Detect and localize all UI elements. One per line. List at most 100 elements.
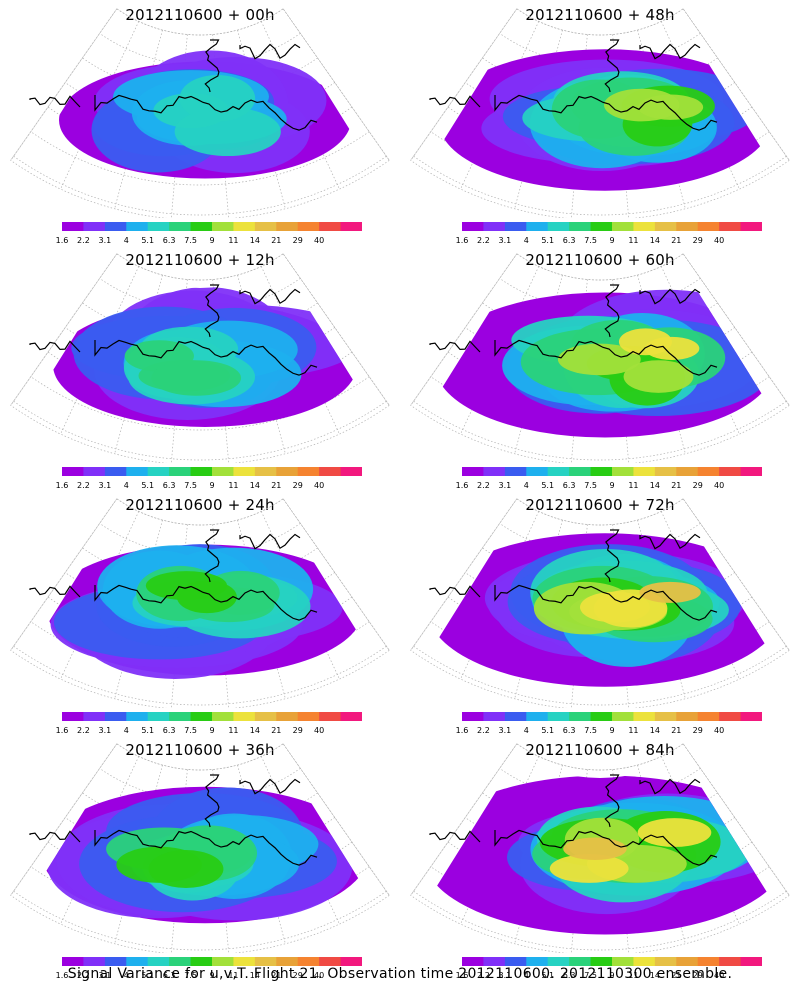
colorbar-swatch <box>590 712 613 721</box>
colorbar-tick-label: 9 <box>209 481 215 490</box>
colorbar-tick-label: 40 <box>714 971 725 980</box>
colorbar-tick-label: 21 <box>271 971 282 980</box>
colorbar-tick-label: 21 <box>671 481 682 490</box>
colorbar-tick-label: 6.3 <box>162 971 176 980</box>
colorbar-swatch <box>590 467 613 476</box>
colorbar-swatch <box>547 467 570 476</box>
colorbar-tick-label: 1.6 <box>55 236 69 245</box>
colorbar-swatch <box>676 222 699 231</box>
colorbar-tick-label: 9 <box>209 971 215 980</box>
colorbar-swatch <box>740 957 762 966</box>
map-panel: 2012110600 + 60h 1.6 2.2 3.1 4 5.1 6.3 7.5 9 11 14… <box>400 245 800 490</box>
polar-map <box>10 253 390 463</box>
polar-map <box>410 253 790 463</box>
colorbar-swatch <box>740 222 762 231</box>
colorbar-tick-label: 2.2 <box>477 236 490 245</box>
polar-map <box>410 8 790 218</box>
panel-title: 2012110600 + 60h <box>525 251 675 269</box>
colorbar-tick-label: 11 <box>228 971 239 980</box>
variance-field <box>59 50 351 179</box>
coastlines <box>429 39 718 131</box>
colorbar-tick-label: 11 <box>628 236 639 245</box>
colorbar-tick-label: 11 <box>228 726 239 735</box>
colorbar-tick-label: 29 <box>692 726 703 735</box>
colorbar-swatch <box>190 712 213 721</box>
map-panel: 2012110600 + 36h 1.6 2.2 3.1 4 5.1 6.3 7.5 9 11 14… <box>0 735 400 980</box>
colorbar-swatch <box>276 222 299 231</box>
colorbar-tick-label: 5.1 <box>141 971 155 980</box>
colorbar <box>462 712 762 721</box>
colorbar-swatch <box>104 467 127 476</box>
colorbar-swatch <box>254 712 277 721</box>
colorbar-swatch <box>212 222 234 231</box>
colorbar-swatch <box>169 222 192 231</box>
colorbar-tick-label: 1.6 <box>55 726 69 735</box>
colorbar-swatch <box>319 957 342 966</box>
colorbar-swatch <box>612 957 634 966</box>
colorbar-tick-label: 21 <box>271 236 282 245</box>
colorbar-swatch <box>190 222 213 231</box>
colorbar-swatch <box>254 467 277 476</box>
colorbar-tick-label: 21 <box>271 481 282 490</box>
colorbar-swatch <box>340 957 362 966</box>
coastlines <box>429 529 718 621</box>
colorbar-tick-label: 21 <box>671 726 682 735</box>
variance-field <box>42 786 368 924</box>
polar-map <box>10 8 390 218</box>
colorbar-swatch <box>147 712 170 721</box>
colorbar-swatch <box>190 467 213 476</box>
colorbar-tick-label: 5.1 <box>141 236 155 245</box>
colorbar-tick-label: 9 <box>609 726 615 735</box>
colorbar-swatch <box>483 957 506 966</box>
colorbar-tick-label: 2.2 <box>77 726 90 735</box>
colorbar-swatch <box>697 712 720 721</box>
colorbar-tick-label: 3.1 <box>498 481 512 490</box>
colorbar-swatch <box>104 712 127 721</box>
colorbar-swatch <box>590 222 613 231</box>
variance-field <box>435 289 770 438</box>
colorbar-swatch <box>233 467 256 476</box>
variance-field <box>430 775 770 935</box>
colorbar-swatch <box>633 712 656 721</box>
colorbar-swatch <box>297 712 320 721</box>
colorbar-tick-label: 40 <box>714 481 725 490</box>
colorbar-tick-label: 29 <box>292 726 303 735</box>
colorbar-swatch <box>276 957 299 966</box>
colorbar-swatch <box>654 712 677 721</box>
colorbar-tick-label: 40 <box>314 726 325 735</box>
coastlines <box>29 284 318 376</box>
polar-map <box>10 498 390 708</box>
colorbar <box>62 467 362 476</box>
polar-map <box>410 743 790 953</box>
colorbar-swatch <box>254 957 277 966</box>
colorbar-tick-label: 21 <box>671 236 682 245</box>
panel-title: 2012110600 + 24h <box>125 496 275 514</box>
colorbar-swatch <box>654 467 677 476</box>
map-panel: 2012110600 + 84h 1.6 2.2 3.1 4 5.1 6.3 7.5 9 11 14… <box>400 735 800 980</box>
colorbar-swatch <box>104 957 127 966</box>
colorbar-swatch <box>483 467 506 476</box>
colorbar-swatch <box>697 222 720 231</box>
colorbar-swatch <box>654 222 677 231</box>
colorbar-swatch <box>62 222 84 231</box>
colorbar-swatch <box>547 222 570 231</box>
colorbar-swatch <box>719 712 742 721</box>
colorbar-swatch <box>676 712 699 721</box>
colorbar-tick-label: 7.5 <box>184 236 197 245</box>
panel-title: 2012110600 + 48h <box>525 6 675 24</box>
colorbar-tick-label: 29 <box>692 236 703 245</box>
panel-title: 2012110600 + 12h <box>125 251 275 269</box>
colorbar-tick-label: 11 <box>228 481 239 490</box>
colorbar-tick-label: 40 <box>314 971 325 980</box>
colorbar-swatch <box>612 222 634 231</box>
colorbar-swatch <box>569 957 592 966</box>
colorbar-swatch <box>526 467 549 476</box>
colorbar-swatch <box>504 712 527 721</box>
colorbar-tick-label: 1.6 <box>55 971 69 980</box>
colorbar-swatch <box>590 957 613 966</box>
colorbar-swatch <box>233 712 256 721</box>
colorbar-swatch <box>504 467 527 476</box>
colorbar-swatch <box>740 467 762 476</box>
panel-title: 2012110600 + 00h <box>125 6 275 24</box>
colorbar-swatch <box>83 222 106 231</box>
